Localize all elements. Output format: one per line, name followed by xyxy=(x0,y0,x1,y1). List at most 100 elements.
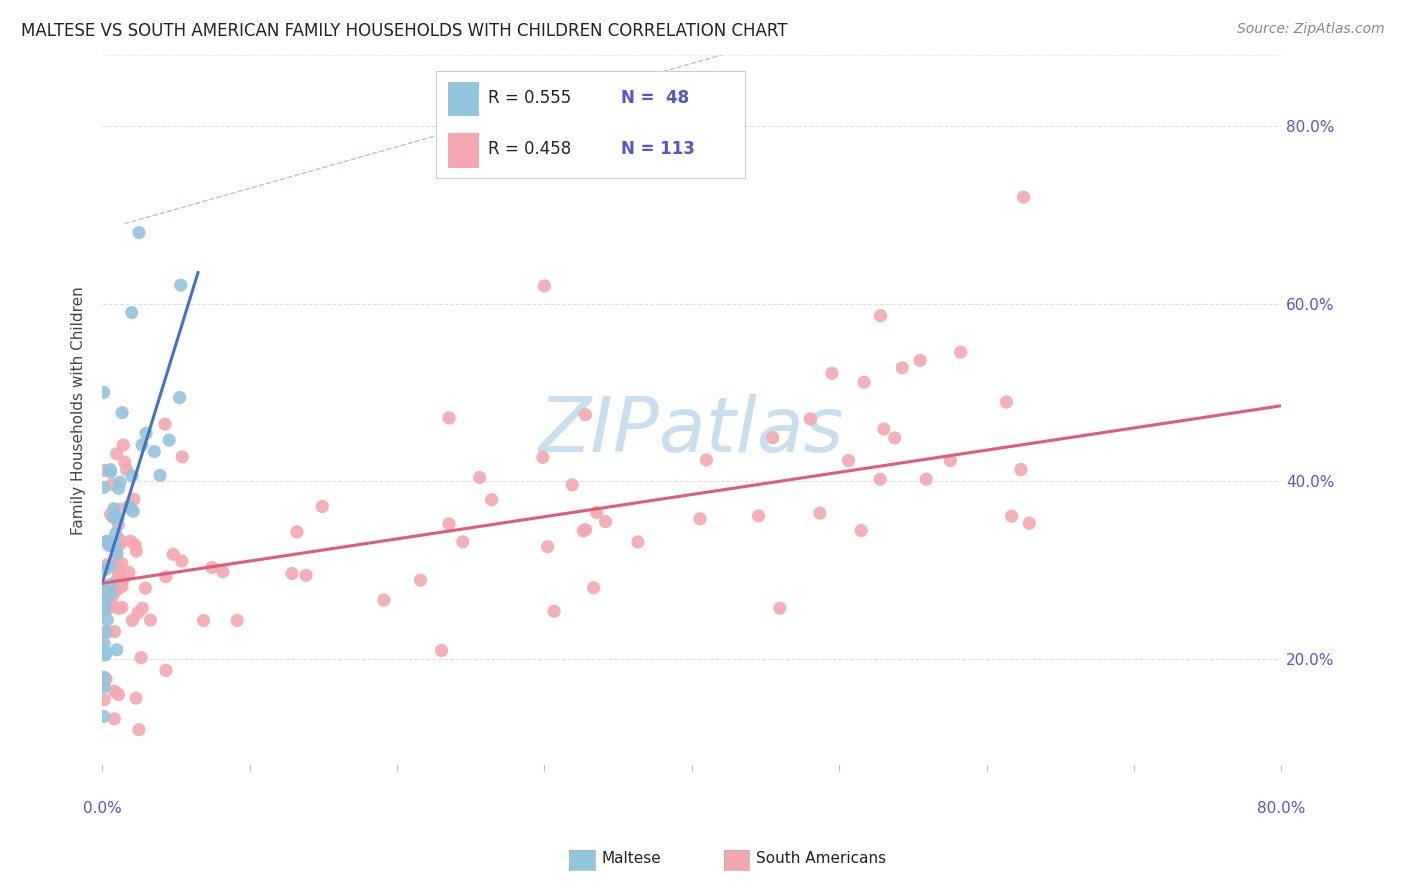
Point xyxy=(93,636,115,650)
Point xyxy=(915,472,938,486)
Point xyxy=(1012,190,1035,204)
Point xyxy=(108,502,131,516)
Point xyxy=(949,345,972,359)
Point xyxy=(93,480,115,494)
Point xyxy=(107,688,129,702)
Point xyxy=(128,226,150,240)
Point xyxy=(107,482,129,496)
Point xyxy=(94,673,117,687)
Point xyxy=(121,613,143,627)
Point xyxy=(107,572,129,586)
Point xyxy=(157,433,180,447)
Point xyxy=(100,591,122,605)
Point xyxy=(883,431,905,445)
Point xyxy=(1001,509,1024,524)
Point xyxy=(212,565,235,579)
Point xyxy=(1018,516,1040,530)
Point xyxy=(851,524,873,538)
Point xyxy=(122,492,145,507)
Point xyxy=(125,544,148,558)
Point xyxy=(98,577,121,591)
Point xyxy=(103,501,125,516)
Text: ZIPatlas: ZIPatlas xyxy=(538,394,845,468)
Point xyxy=(101,510,124,524)
Point xyxy=(627,535,650,549)
Point xyxy=(131,601,153,615)
Point xyxy=(481,492,503,507)
Point xyxy=(98,585,121,599)
Point xyxy=(111,600,134,615)
Point xyxy=(107,512,129,526)
Point xyxy=(111,580,134,594)
Point xyxy=(93,593,115,607)
Point xyxy=(111,573,134,587)
Point xyxy=(939,453,962,467)
Point xyxy=(110,574,132,588)
Point xyxy=(120,534,142,549)
Point xyxy=(574,523,596,537)
Point xyxy=(104,541,127,555)
Point xyxy=(891,360,914,375)
Point xyxy=(311,500,333,514)
Point xyxy=(114,455,136,469)
Point xyxy=(430,643,453,657)
Point xyxy=(93,603,115,617)
Point xyxy=(285,524,308,539)
Point xyxy=(103,586,125,600)
Text: 0.0%: 0.0% xyxy=(83,801,121,815)
Point xyxy=(853,375,876,389)
Point xyxy=(373,593,395,607)
Point xyxy=(93,463,115,477)
Point xyxy=(437,516,460,531)
Point xyxy=(124,538,146,552)
Point xyxy=(110,533,132,548)
Point xyxy=(97,534,120,549)
Point xyxy=(98,462,121,476)
Point xyxy=(409,573,432,587)
Point xyxy=(108,601,131,615)
Point xyxy=(94,624,117,639)
Point xyxy=(149,468,172,483)
Point xyxy=(170,554,193,568)
Point xyxy=(94,563,117,577)
Point xyxy=(111,406,134,420)
Bar xyxy=(449,82,479,116)
Point xyxy=(96,613,118,627)
Point xyxy=(193,614,215,628)
Point xyxy=(93,678,115,692)
Point xyxy=(995,395,1018,409)
Point xyxy=(100,465,122,479)
Point xyxy=(125,691,148,706)
Point xyxy=(169,391,191,405)
Point xyxy=(103,538,125,552)
Point xyxy=(108,475,131,490)
Point xyxy=(103,712,125,726)
Point xyxy=(747,508,769,523)
Point xyxy=(129,650,152,665)
Point xyxy=(821,367,844,381)
Point xyxy=(97,538,120,552)
Point xyxy=(533,279,555,293)
Point xyxy=(131,438,153,452)
Point xyxy=(451,534,474,549)
Text: R = 0.555: R = 0.555 xyxy=(488,89,572,107)
Point xyxy=(226,614,249,628)
Bar xyxy=(449,134,479,168)
Point xyxy=(97,591,120,605)
Point xyxy=(121,305,143,319)
Point xyxy=(873,422,896,436)
Point xyxy=(103,624,125,639)
Point xyxy=(574,408,596,422)
Point xyxy=(112,438,135,452)
Point xyxy=(1010,462,1032,476)
Text: N = 113: N = 113 xyxy=(621,141,696,159)
Point xyxy=(118,500,141,514)
Point xyxy=(139,613,162,627)
Point xyxy=(104,526,127,541)
Point xyxy=(98,559,121,574)
Point xyxy=(103,684,125,698)
Text: South Americans: South Americans xyxy=(756,851,887,865)
Text: MALTESE VS SOUTH AMERICAN FAMILY HOUSEHOLDS WITH CHILDREN CORRELATION CHART: MALTESE VS SOUTH AMERICAN FAMILY HOUSEHO… xyxy=(21,22,787,40)
Point xyxy=(134,581,156,595)
Point xyxy=(93,588,115,602)
